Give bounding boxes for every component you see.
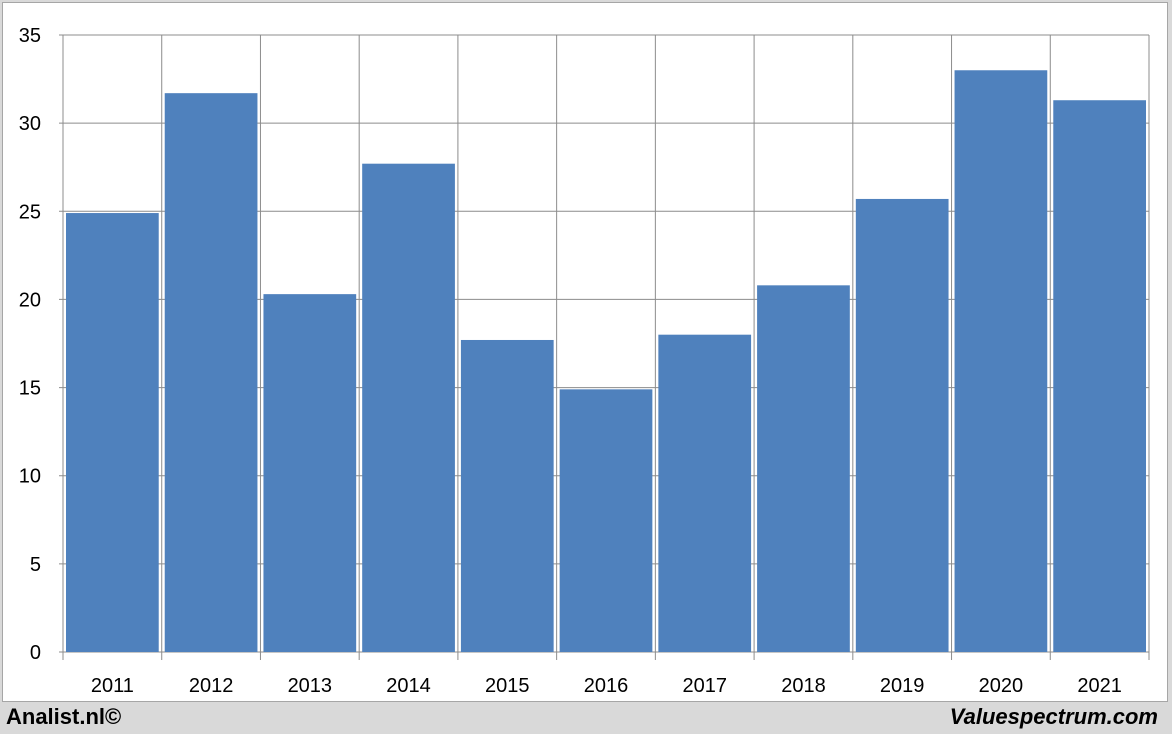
x-tick-label: 2016	[584, 675, 629, 697]
x-tick-label: 2013	[288, 675, 333, 697]
bar-2011	[66, 213, 159, 652]
y-tick-label: 5	[30, 554, 41, 576]
y-tick-label: 10	[19, 466, 41, 488]
x-tick-label: 2015	[485, 675, 530, 697]
y-tick-label: 0	[30, 642, 41, 664]
x-tick-label: 2011	[91, 675, 134, 697]
bar-2017	[658, 334, 752, 652]
x-tick-label: 2020	[979, 675, 1024, 697]
bar-2012	[164, 93, 258, 652]
bar-2018	[757, 285, 850, 652]
footer-brand-right: Valuespectrum.com	[949, 704, 1158, 729]
bar-2019	[855, 198, 949, 652]
x-tick-label: 2017	[682, 675, 727, 697]
y-tick-label: 25	[19, 201, 41, 223]
footer-brand-left: Analist.nl©	[6, 704, 122, 729]
bar-2014	[362, 163, 455, 652]
bar-2013	[263, 294, 357, 652]
y-tick-label: 20	[19, 289, 41, 311]
x-tick-label: 2018	[781, 675, 826, 697]
y-tick-label: 35	[19, 25, 41, 47]
x-tick-label: 2021	[1077, 675, 1122, 697]
bar-2016	[559, 389, 653, 652]
x-tick-label: 2012	[189, 675, 234, 697]
bar-2021	[1053, 100, 1146, 653]
y-tick-label: 15	[19, 378, 41, 400]
bar-chart: 0 5 10 15 20 25 30 35 2011 2012 2013 2014 2015 2016 20…	[19, 25, 1150, 697]
y-tick-label: 30	[19, 113, 41, 135]
x-tick-label: 2019	[880, 675, 925, 697]
bar-2020	[954, 70, 1048, 652]
x-tick-label: 2014	[386, 675, 431, 697]
chart-frame: 0 5 10 15 20 25 30 35 2011 2012 2013 2014 2015 2016 20…	[2, 2, 1168, 702]
bar-2015	[460, 339, 554, 652]
